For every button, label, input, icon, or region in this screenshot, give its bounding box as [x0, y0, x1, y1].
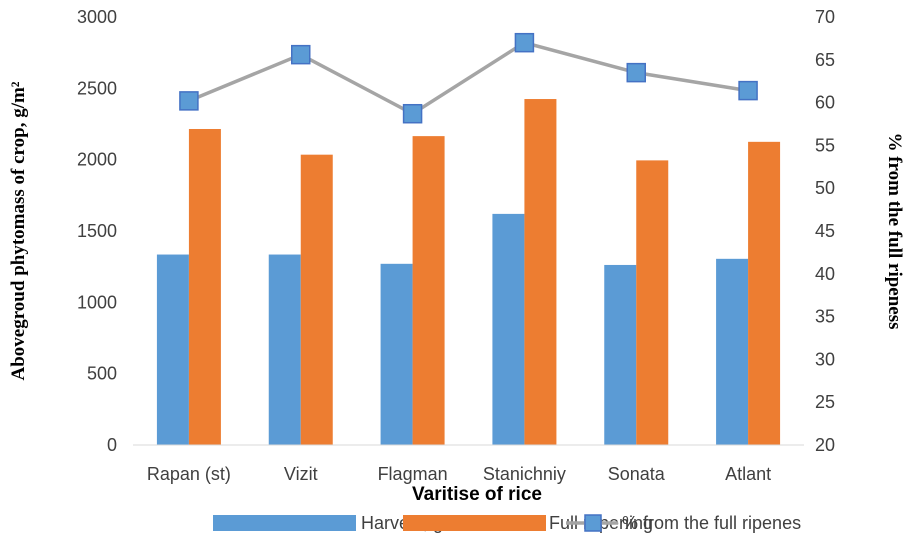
y2-tick-label: 45	[815, 221, 835, 241]
bar-harvest	[604, 264, 637, 445]
y2-tick-label: 20	[815, 435, 835, 455]
y-tick-label: 500	[87, 364, 117, 384]
x-tick-label: Flagman	[378, 464, 448, 484]
x-tick-label: Stanichniy	[483, 464, 566, 484]
x-tick-label: Atlant	[725, 464, 771, 484]
y-tick-label: 1500	[77, 221, 117, 241]
bar-harvest	[156, 254, 189, 445]
y-tick-label: 1000	[77, 292, 117, 312]
y-axis-title: Abovegroud phytomass of crop, g/m²	[8, 81, 29, 380]
y2-tick-label: 55	[815, 135, 835, 155]
legend: Harvest, g/m2Full repening% from the ful…	[213, 513, 801, 533]
y-axis-ticks: 0 500 1000 1500 2000 2500 3000	[77, 7, 117, 455]
line-series	[179, 32, 758, 124]
bar-harvest	[716, 258, 749, 445]
x-tick-label: Sonata	[608, 464, 666, 484]
line-path	[188, 40, 749, 116]
bar-harvest	[380, 263, 413, 445]
y2-axis-ticks: 20 25 30 35 40 45 50 55 60 65 70	[815, 7, 835, 455]
bars	[156, 99, 781, 446]
legend-swatch-harvest	[213, 515, 356, 531]
x-tick-label: Vizit	[284, 464, 318, 484]
bar-full-repening	[748, 141, 781, 446]
y2-tick-label: 30	[815, 349, 835, 369]
line-marker	[402, 103, 423, 124]
legend-swatch-marker	[584, 514, 602, 532]
line-marker	[626, 62, 646, 83]
y2-tick-label: 70	[815, 7, 835, 27]
y2-tick-label: 65	[815, 50, 835, 70]
line-marker	[179, 91, 199, 111]
line-marker	[738, 80, 758, 101]
x-axis-title: Varitise of rice	[412, 484, 542, 505]
y2-tick-label: 40	[815, 264, 835, 284]
x-tick-label: Rapan (st)	[147, 464, 231, 484]
y2-tick-label: 35	[815, 307, 835, 327]
y-tick-label: 2500	[77, 78, 117, 98]
legend-swatch-full-repening	[403, 515, 546, 531]
bar-harvest	[492, 213, 525, 445]
y-tick-label: 2000	[77, 150, 117, 170]
y2-tick-label: 60	[815, 93, 835, 113]
y2-axis-title: % from the full ripeness	[884, 132, 904, 329]
line-marker	[514, 32, 535, 53]
bar-full-repening	[524, 99, 557, 446]
y-tick-label: 0	[107, 435, 117, 455]
bar-full-repening	[188, 128, 221, 445]
bar-harvest	[268, 254, 301, 445]
y2-tick-label: 25	[815, 392, 835, 412]
y-tick-label: 3000	[77, 7, 117, 27]
bar-full-repening	[636, 160, 669, 445]
y2-tick-label: 50	[815, 178, 835, 198]
line-marker	[291, 44, 311, 65]
legend-label-percent: % from the full ripenes	[622, 513, 801, 533]
bar-full-repening	[412, 136, 445, 446]
bar-full-repening	[300, 154, 333, 445]
x-axis-ticks: Rapan (st) Vizit Flagman Stanichniy Sonata At…	[147, 464, 771, 484]
